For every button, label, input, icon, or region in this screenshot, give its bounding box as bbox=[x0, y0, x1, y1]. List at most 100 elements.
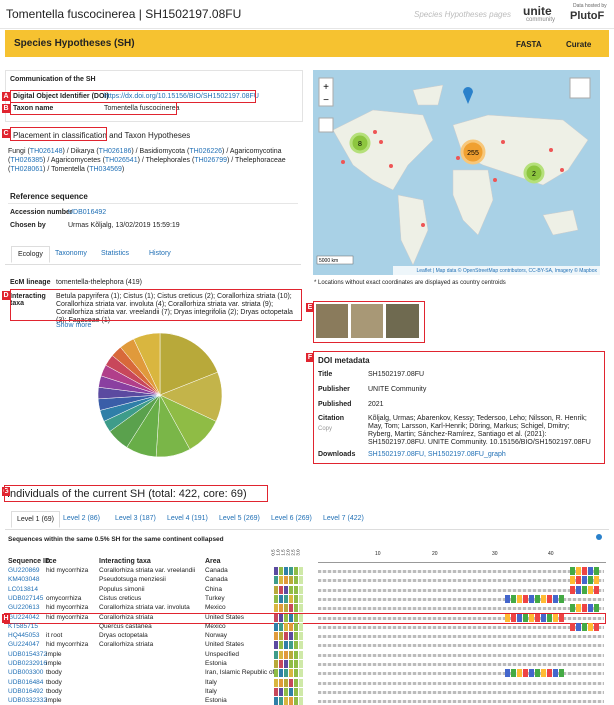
taxon-link[interactable]: TH026226 bbox=[189, 148, 223, 155]
alignment-row bbox=[318, 625, 604, 629]
level-tab[interactable]: Level 4 (191) bbox=[167, 515, 208, 522]
sequence-id[interactable]: LC013814 bbox=[8, 585, 38, 593]
sequence-id[interactable]: UDB003300 bbox=[8, 669, 44, 677]
curate-button[interactable]: Curate bbox=[566, 40, 592, 49]
taxon-link[interactable]: TH026799 bbox=[194, 157, 227, 164]
nucleotide bbox=[588, 604, 593, 613]
section-heading: DOI metadata bbox=[318, 356, 370, 365]
level-tab[interactable]: Level 2 (86) bbox=[63, 515, 100, 522]
threshold-cell bbox=[294, 576, 298, 585]
sequence-id[interactable]: UDB016492 bbox=[8, 687, 44, 695]
fullscreen-button[interactable] bbox=[318, 117, 334, 133]
specimen-image[interactable] bbox=[316, 304, 348, 338]
threshold-cell bbox=[289, 567, 293, 575]
sequence-id[interactable]: UDB0154372 bbox=[8, 650, 48, 658]
interacting-taxon: Corallorhiza striata bbox=[99, 613, 154, 621]
sequence-id[interactable]: GU220613 bbox=[8, 604, 40, 612]
annotation-label: F bbox=[306, 353, 314, 362]
specimen-image[interactable] bbox=[351, 304, 383, 338]
map-attribution[interactable]: Leaflet | Map data © OpenStreetMap contr… bbox=[416, 267, 597, 274]
nucleotide bbox=[588, 567, 593, 575]
nucleotide bbox=[588, 576, 593, 585]
taxon-text: ) / Agaricomycetes ( bbox=[43, 157, 105, 164]
taxon-link[interactable]: TH026186 bbox=[98, 148, 132, 155]
threshold-cell bbox=[289, 641, 293, 650]
map-cluster[interactable] bbox=[349, 132, 371, 154]
threshold-cell bbox=[294, 622, 298, 631]
alignment-row bbox=[318, 616, 604, 620]
alignment-row bbox=[318, 635, 604, 639]
sequence-id[interactable]: GU220869 bbox=[8, 567, 40, 574]
nucleotide bbox=[559, 613, 564, 622]
level-tab[interactable]: Level 7 (422) bbox=[323, 515, 364, 522]
alignment-row bbox=[318, 579, 604, 583]
copy-button[interactable]: Copy bbox=[318, 426, 333, 432]
unite-logo[interactable]: unite bbox=[523, 4, 552, 18]
sequence-id[interactable]: KM403048 bbox=[8, 576, 40, 584]
sequence-id[interactable]: UDB0232916 bbox=[8, 660, 48, 667]
specimen-image[interactable] bbox=[386, 304, 419, 338]
map-cluster[interactable] bbox=[523, 162, 545, 184]
taxon-link[interactable]: TH026541 bbox=[104, 157, 138, 164]
zoom-out[interactable]: − bbox=[323, 95, 329, 106]
interacting-taxon: Quercus castanea bbox=[99, 622, 152, 630]
taxon-link[interactable]: TH026385 bbox=[10, 157, 44, 164]
threshold-cell bbox=[294, 604, 298, 613]
accession-link[interactable]: UDB016492 bbox=[68, 209, 107, 216]
plutof-logo[interactable]: PlutoF bbox=[570, 10, 605, 22]
level-tab[interactable]: Level 6 (269) bbox=[271, 515, 312, 522]
field-value: tomentella-thelephora (419) bbox=[56, 279, 142, 286]
field-label: Downloads bbox=[318, 451, 356, 458]
sequence-id[interactable]: HQ445053 bbox=[8, 632, 40, 640]
map-marker[interactable] bbox=[463, 87, 473, 104]
nucleotide bbox=[517, 594, 522, 603]
area: Estonia bbox=[205, 660, 227, 667]
nucleotide bbox=[594, 585, 599, 594]
level-tab[interactable]: Level 3 (187) bbox=[115, 515, 156, 522]
level-tab[interactable]: Level 1 (69) bbox=[11, 511, 60, 528]
threshold-cell bbox=[289, 613, 293, 622]
settings-icon[interactable] bbox=[596, 534, 602, 540]
sequence-id[interactable]: KT585715 bbox=[8, 622, 38, 630]
threshold-cell bbox=[279, 641, 283, 650]
fasta-button[interactable]: FASTA bbox=[516, 40, 542, 49]
tab[interactable]: Ecology bbox=[11, 246, 50, 263]
threshold-cell bbox=[289, 687, 293, 696]
show-more-link[interactable]: Show more bbox=[56, 322, 92, 329]
pie-slice[interactable] bbox=[159, 332, 218, 396]
sequence-id[interactable]: GU224042 bbox=[8, 613, 40, 621]
annotation-label: E bbox=[306, 303, 314, 312]
tab[interactable]: Statistics bbox=[101, 250, 130, 257]
threshold-cell bbox=[284, 585, 288, 594]
taxon-link[interactable]: TH026148 bbox=[29, 148, 63, 155]
threshold-cell bbox=[284, 660, 288, 668]
threshold-cell bbox=[274, 678, 278, 687]
sequence-id[interactable]: UDB0332332 bbox=[8, 697, 48, 705]
taxon-text: ) / Dikarya ( bbox=[62, 148, 99, 155]
layers-button[interactable] bbox=[569, 77, 591, 99]
taxon-text: Fungi ( bbox=[8, 148, 30, 155]
sequence-id[interactable]: UDB027145 bbox=[8, 594, 44, 602]
sequence-id[interactable]: GU224047 bbox=[8, 641, 40, 649]
level-tab[interactable]: Level 5 (269) bbox=[219, 515, 260, 522]
zoom-in[interactable]: + bbox=[323, 82, 329, 93]
doi-link[interactable]: https://dx.doi.org/10.15156/BIO/SH150219… bbox=[104, 93, 259, 100]
threshold-cell bbox=[289, 632, 293, 641]
threshold-cell bbox=[274, 660, 278, 668]
download-link[interactable]: SH1502197.08FU, SH1502197.08FU_graph bbox=[368, 451, 506, 458]
threshold-cell bbox=[289, 585, 293, 594]
tab[interactable]: History bbox=[149, 250, 171, 257]
map-cluster[interactable] bbox=[460, 139, 486, 165]
map-controls[interactable] bbox=[318, 77, 334, 107]
threshold-cell bbox=[274, 622, 278, 631]
alignment-row bbox=[318, 681, 604, 685]
sequence-id[interactable]: UDB016484 bbox=[8, 678, 44, 686]
alignment-row bbox=[318, 644, 604, 648]
threshold-cell bbox=[289, 669, 293, 678]
nucleotide bbox=[582, 604, 587, 613]
pie-slice[interactable] bbox=[133, 332, 161, 396]
taxon-link[interactable]: TH028061 bbox=[10, 166, 44, 173]
taxon-link[interactable]: TH034569 bbox=[89, 166, 122, 173]
tab[interactable]: Taxonomy bbox=[55, 250, 87, 257]
taxon-text: ) / Thelephoraceae ( bbox=[8, 157, 286, 173]
